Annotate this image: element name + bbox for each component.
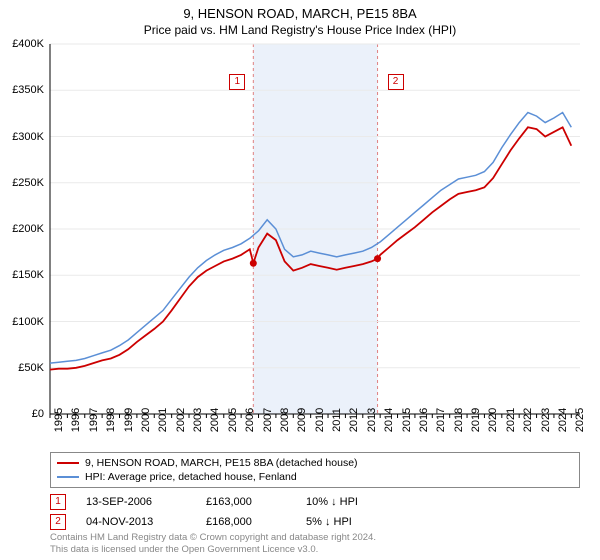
x-tick-label: 2022 <box>522 408 534 432</box>
sale-1-price: £163,000 <box>206 496 306 508</box>
x-tick-label: 2010 <box>314 408 326 432</box>
x-tick-label: 1996 <box>70 408 82 432</box>
sale-1-diff: 10% ↓ HPI <box>306 496 406 508</box>
x-tick-label: 2009 <box>296 408 308 432</box>
y-tick-label: £150K <box>12 269 44 281</box>
x-tick-label: 2012 <box>348 408 360 432</box>
footer-line-1: Contains HM Land Registry data © Crown c… <box>50 532 580 544</box>
sale-marker-2-icon: 2 <box>50 514 66 530</box>
x-tick-label: 2002 <box>175 408 187 432</box>
x-tick-label: 2006 <box>244 408 256 432</box>
sale-row-2: 2 04-NOV-2013 £168,000 5% ↓ HPI <box>50 514 580 530</box>
y-tick-label: £100K <box>12 316 44 328</box>
plot-marker-2-icon: 2 <box>388 74 404 90</box>
sale-dot-1 <box>250 260 257 267</box>
y-tick-label: £250K <box>12 177 44 189</box>
legend-swatch-icon <box>57 462 79 464</box>
x-tick-label: 2014 <box>383 408 395 432</box>
y-tick-label: £350K <box>12 84 44 96</box>
sale-2-price: £168,000 <box>206 516 306 528</box>
x-tick-label: 2000 <box>140 408 152 432</box>
y-tick-label: £300K <box>12 131 44 143</box>
x-tick-label: 2025 <box>574 408 586 432</box>
chart-title: 9, HENSON ROAD, MARCH, PE15 8BA <box>0 0 600 21</box>
footer-line-2: This data is licensed under the Open Gov… <box>50 544 580 556</box>
x-tick-label: 2020 <box>487 408 499 432</box>
x-tick-label: 2001 <box>157 408 169 432</box>
x-tick-label: 2013 <box>366 408 378 432</box>
sale-1-date: 13-SEP-2006 <box>86 496 206 508</box>
legend-swatch-icon <box>57 476 79 478</box>
sale-marker-1-icon: 1 <box>50 494 66 510</box>
y-axis: £0£50K£100K£150K£200K£250K£300K£350K£400… <box>0 44 48 414</box>
chart-svg <box>50 44 580 414</box>
x-tick-label: 2019 <box>470 408 482 432</box>
legend-label: HPI: Average price, detached house, Fenl… <box>85 471 297 483</box>
x-tick-label: 1999 <box>123 408 135 432</box>
sale-2-diff: 5% ↓ HPI <box>306 516 406 528</box>
x-tick-label: 2015 <box>401 408 413 432</box>
chart-container: 9, HENSON ROAD, MARCH, PE15 8BA Price pa… <box>0 0 600 560</box>
x-tick-label: 2005 <box>227 408 239 432</box>
sale-2-date: 04-NOV-2013 <box>86 516 206 528</box>
y-tick-label: £200K <box>12 223 44 235</box>
legend: 9, HENSON ROAD, MARCH, PE15 8BA (detache… <box>50 452 580 488</box>
x-tick-label: 1997 <box>88 408 100 432</box>
sale-dot-2 <box>374 255 381 262</box>
x-tick-label: 2016 <box>418 408 430 432</box>
x-tick-label: 2017 <box>435 408 447 432</box>
x-tick-label: 2007 <box>262 408 274 432</box>
x-tick-label: 2023 <box>540 408 552 432</box>
sale-row-1: 1 13-SEP-2006 £163,000 10% ↓ HPI <box>50 494 580 510</box>
x-axis: 1995199619971998199920002001200220032004… <box>50 416 580 456</box>
legend-item: HPI: Average price, detached house, Fenl… <box>57 470 573 484</box>
x-tick-label: 1998 <box>105 408 117 432</box>
x-tick-label: 2021 <box>505 408 517 432</box>
footer: Contains HM Land Registry data © Crown c… <box>50 532 580 556</box>
plot-area: 12 <box>50 44 580 414</box>
x-tick-label: 2008 <box>279 408 291 432</box>
x-tick-label: 2024 <box>557 408 569 432</box>
x-tick-label: 2003 <box>192 408 204 432</box>
x-tick-label: 1995 <box>53 408 65 432</box>
y-tick-label: £400K <box>12 38 44 50</box>
y-tick-label: £50K <box>18 362 44 374</box>
x-tick-label: 2011 <box>331 408 343 432</box>
y-tick-label: £0 <box>32 408 44 420</box>
x-tick-label: 2018 <box>453 408 465 432</box>
plot-marker-1-icon: 1 <box>229 74 245 90</box>
x-tick-label: 2004 <box>209 408 221 432</box>
chart-subtitle: Price paid vs. HM Land Registry's House … <box>0 21 600 41</box>
legend-label: 9, HENSON ROAD, MARCH, PE15 8BA (detache… <box>85 457 358 469</box>
legend-item: 9, HENSON ROAD, MARCH, PE15 8BA (detache… <box>57 456 573 470</box>
